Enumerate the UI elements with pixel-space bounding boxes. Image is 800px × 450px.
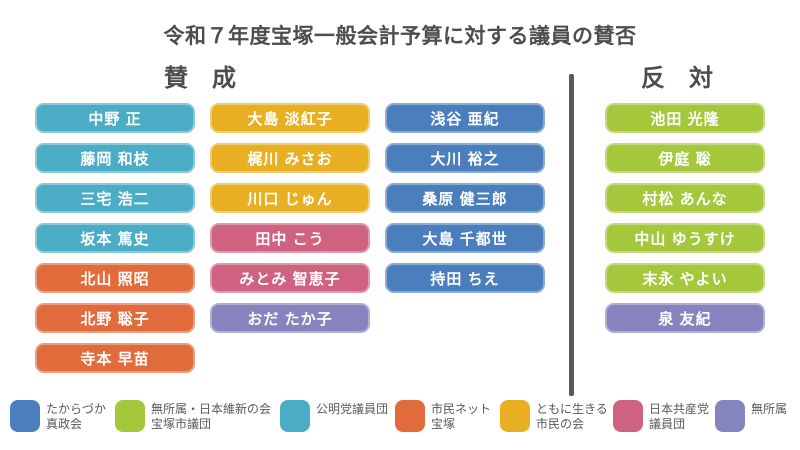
member-box-mushozoku: 泉 友紀 bbox=[605, 303, 765, 333]
member-box-kyosan: みとみ 智恵子 bbox=[210, 263, 370, 293]
legend-label-shimin_net: 市民ネット 宝塚 bbox=[431, 402, 492, 431]
legend-label-komei: 公明党議員団 bbox=[316, 402, 389, 416]
member-box-shimin_net: 北山 照昭 bbox=[35, 263, 195, 293]
legend-swatch-mushozoku bbox=[715, 400, 745, 432]
member-box-ishin: 中山 ゆうすけ bbox=[605, 223, 765, 253]
member-box-komei: 藤岡 和枝 bbox=[35, 143, 195, 173]
legend-label-tomoni: ともに生きる 市民の会 bbox=[536, 402, 608, 431]
oppose-section: 池田 光隆伊庭 聡村松 あんな 中山 ゆうすけ 末永 やよい泉 友紀 bbox=[605, 103, 765, 333]
member-box-shinseikai: 大川 裕之 bbox=[385, 143, 545, 173]
member-box-tomoni: 梶川 みさお bbox=[210, 143, 370, 173]
legend-item-shinseikai: たからづか 真政会 bbox=[10, 400, 115, 432]
legend-swatch-kyosan bbox=[613, 400, 643, 432]
member-box-shinseikai: 大島 千都世 bbox=[385, 223, 545, 253]
legend-swatch-tomoni bbox=[500, 400, 530, 432]
legend-item-tomoni: ともに生きる 市民の会 bbox=[500, 400, 613, 432]
legend-swatch-shinseikai bbox=[10, 400, 40, 432]
legend-swatch-komei bbox=[280, 400, 310, 432]
legend-swatch-shimin_net bbox=[395, 400, 425, 432]
legend-label-mushozoku: 無所属 bbox=[751, 402, 788, 416]
legend-item-shimin_net: 市民ネット 宝塚 bbox=[395, 400, 500, 432]
oppose-column-1: 池田 光隆伊庭 聡村松 あんな 中山 ゆうすけ 末永 やよい泉 友紀 bbox=[605, 103, 765, 333]
approve-column-2: 大島 淡紅子 梶川 みさお 川口 じゅん 田中 こうみとみ 智恵子 おだ たか子 bbox=[210, 103, 370, 373]
member-box-tomoni: 大島 淡紅子 bbox=[210, 103, 370, 133]
legend-item-mushozoku: 無所属 bbox=[715, 400, 787, 432]
member-box-komei: 坂本 篤史 bbox=[35, 223, 195, 253]
approve-header: 賛 成 bbox=[164, 65, 236, 92]
member-box-shinseikai: 桑原 健三郎 bbox=[385, 183, 545, 213]
member-box-shimin_net: 北野 聡子 bbox=[35, 303, 195, 333]
approve-column-3: 浅谷 亜紀大川 裕之桑原 健三郎 大島 千都世 持田 ちえ bbox=[385, 103, 545, 373]
member-box-shinseikai: 持田 ちえ bbox=[385, 263, 545, 293]
page-title: 令和７年度宝塚一般会計予算に対する議員の賛否 bbox=[163, 25, 637, 48]
member-box-ishin: 末永 やよい bbox=[605, 263, 765, 293]
legend-item-komei: 公明党議員団 bbox=[280, 400, 395, 432]
vertical-divider bbox=[569, 74, 574, 396]
member-box-tomoni: 川口 じゅん bbox=[210, 183, 370, 213]
party-legend: たからづか 真政会 無所属・日本維新の会 宝塚市議団 公明党議員団 市民ネット 宝塚 ともに生… bbox=[10, 400, 796, 432]
member-box-kyosan: 田中 こう bbox=[210, 223, 370, 253]
member-box-ishin: 伊庭 聡 bbox=[605, 143, 765, 173]
member-box-shimin_net: 寺本 早苗 bbox=[35, 343, 195, 373]
approve-section: 中野 正藤岡 和枝三宅 浩二坂本 篤史北山 照昭北野 聡子寺本 早苗 大島 淡紅… bbox=[35, 103, 545, 373]
member-box-ishin: 池田 光隆 bbox=[605, 103, 765, 133]
oppose-header: 反 対 bbox=[641, 65, 713, 92]
legend-label-shinseikai: たからづか 真政会 bbox=[46, 402, 107, 431]
member-box-ishin: 村松 あんな bbox=[605, 183, 765, 213]
legend-swatch-ishin bbox=[115, 400, 145, 432]
member-box-shinseikai: 浅谷 亜紀 bbox=[385, 103, 545, 133]
member-box-mushozoku: おだ たか子 bbox=[210, 303, 370, 333]
legend-label-ishin: 無所属・日本維新の会 宝塚市議団 bbox=[151, 402, 272, 431]
legend-label-kyosan: 日本共産党 議員団 bbox=[649, 402, 710, 431]
legend-item-ishin: 無所属・日本維新の会 宝塚市議団 bbox=[115, 400, 280, 432]
legend-item-kyosan: 日本共産党 議員団 bbox=[613, 400, 715, 432]
approve-column-1: 中野 正藤岡 和枝三宅 浩二坂本 篤史北山 照昭北野 聡子寺本 早苗 bbox=[35, 103, 195, 373]
member-box-komei: 中野 正 bbox=[35, 103, 195, 133]
member-box-komei: 三宅 浩二 bbox=[35, 183, 195, 213]
